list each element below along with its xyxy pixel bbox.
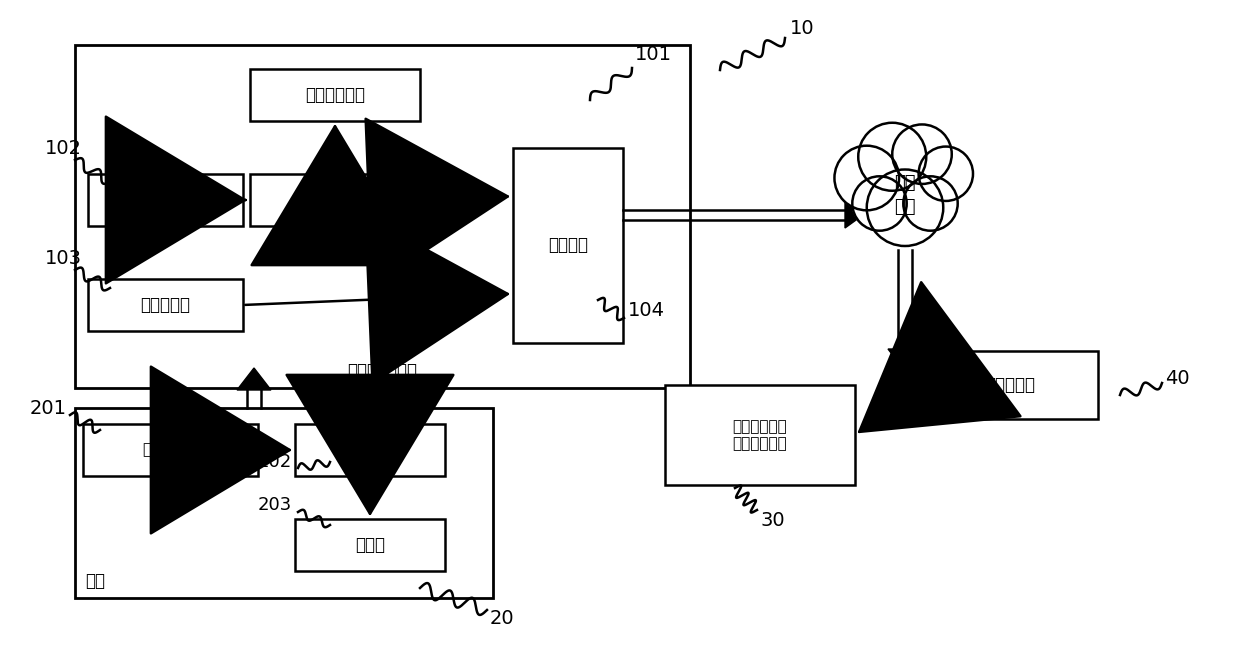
Text: 视频传感器: 视频传感器 (140, 296, 190, 314)
Bar (88, 279, 243, 331)
Bar (83, 424, 258, 476)
Text: 太阳能电池板: 太阳能电池板 (143, 442, 197, 457)
Circle shape (893, 124, 952, 184)
Bar (250, 174, 420, 226)
Polygon shape (844, 202, 863, 228)
Text: 202: 202 (258, 453, 293, 471)
Text: 外围设备: 外围设备 (548, 236, 588, 254)
Text: PV控制器: PV控制器 (345, 441, 396, 459)
Circle shape (903, 176, 957, 231)
Bar (88, 174, 243, 226)
Text: 省级中心站: 省级中心站 (985, 376, 1035, 394)
Bar (74, 408, 494, 598)
Circle shape (835, 146, 899, 210)
Text: 20: 20 (490, 608, 515, 628)
Text: 102: 102 (45, 139, 82, 157)
Text: 40: 40 (1166, 368, 1189, 388)
Bar (665, 385, 856, 485)
Circle shape (867, 170, 944, 246)
Polygon shape (888, 349, 923, 371)
Text: 101: 101 (635, 46, 672, 64)
Text: 104: 104 (627, 301, 665, 319)
Text: 203: 203 (258, 496, 293, 514)
Text: 无线
网络: 无线 网络 (894, 174, 916, 216)
Text: 可移动存储器: 可移动存储器 (305, 86, 365, 104)
Bar (295, 424, 445, 476)
Text: 蓄电池: 蓄电池 (355, 536, 384, 554)
Circle shape (858, 123, 926, 191)
Text: 图像传感器: 图像传感器 (140, 191, 190, 209)
Text: 201: 201 (30, 399, 67, 417)
Text: 图像采集器: 图像采集器 (310, 191, 360, 209)
Text: 10: 10 (790, 19, 815, 37)
Text: 30: 30 (760, 510, 785, 530)
Text: 全国综合气象
信息共享平台: 全国综合气象 信息共享平台 (733, 419, 787, 452)
Bar (250, 69, 420, 121)
Bar (513, 148, 622, 342)
Text: 103: 103 (45, 248, 82, 268)
Bar (923, 351, 1097, 419)
Bar (295, 519, 445, 571)
Circle shape (852, 176, 906, 231)
Polygon shape (237, 368, 272, 390)
Text: 作物气象观测站: 作物气象观测站 (347, 362, 418, 380)
Circle shape (919, 146, 973, 201)
Bar (74, 45, 689, 388)
Text: 电源: 电源 (86, 572, 105, 590)
